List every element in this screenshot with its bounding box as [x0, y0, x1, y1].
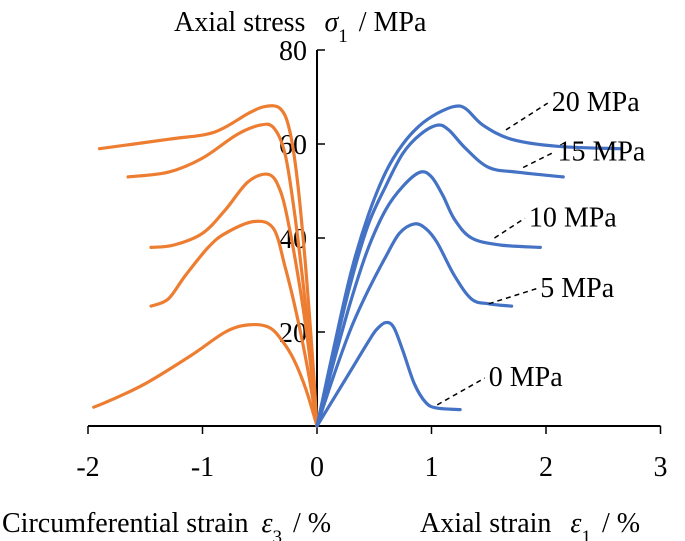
x-axis-title-left: Circumferential strain ε3 / %: [2, 508, 331, 541]
curve-label-0-mpa: 0 MPa: [489, 362, 563, 393]
x-tick-label: 0: [310, 452, 324, 483]
axes: [87, 49, 662, 434]
circumferential-curve-0-mpa: [92, 323, 319, 428]
axial-curve-0-mpa: [315, 320, 462, 428]
curve-labels: 0 MPa 5 MPa 10 MPa 15 MPa 20 MPa: [436, 87, 646, 406]
leader-line-20-mpa: [505, 102, 549, 131]
curves: [92, 104, 622, 428]
leader-line-10-mpa: [494, 217, 526, 239]
leader-line-5-mpa: [488, 288, 537, 305]
axial-curve-10-mpa: [315, 170, 542, 428]
y-tick-label: 80: [279, 36, 307, 67]
axial-curve-20-mpa: [315, 104, 622, 428]
leader-line-0-mpa: [436, 377, 486, 406]
circumferential-curve-20-mpa: [97, 104, 319, 428]
x-tick-label: -1: [191, 452, 214, 483]
axial-curve-15-mpa: [315, 123, 565, 428]
circumferential-curve-15-mpa: [126, 122, 319, 428]
curve-label-10-mpa: 10 MPa: [529, 202, 617, 233]
x-tick-label: 2: [539, 452, 553, 483]
curve-label-15-mpa: 15 MPa: [557, 136, 645, 167]
x-tick-label: 3: [654, 452, 668, 483]
x-tick-label: 1: [425, 452, 439, 483]
curve-label-20-mpa: 20 MPa: [552, 87, 640, 118]
circumferential-curve-5-mpa: [149, 219, 319, 428]
x-axis-title-right: Axial strain ε1 / %: [420, 508, 640, 541]
y-axis-title: Axial stress σ1 / MPa: [174, 7, 427, 47]
curve-label-5-mpa: 5 MPa: [540, 273, 614, 304]
leader-line-15-mpa: [522, 151, 554, 169]
circumferential-curve-10-mpa: [149, 172, 319, 428]
axial-curve-5-mpa: [315, 222, 514, 428]
x-tick-label: -2: [76, 452, 99, 483]
